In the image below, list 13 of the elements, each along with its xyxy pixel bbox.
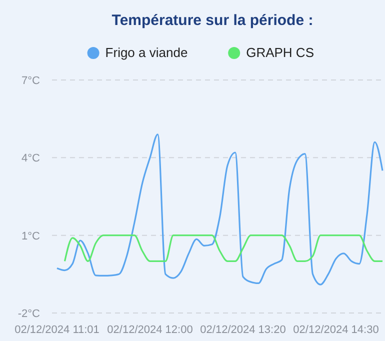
y-tick-label: -2°C: [18, 308, 40, 320]
x-tick-label: 02/12/2024 11:01: [14, 324, 100, 336]
legend-label: Frigo a viande: [105, 45, 188, 60]
legend-label: GRAPH CS: [246, 45, 314, 60]
x-tick-label: 02/12/2024 12:00: [107, 324, 193, 336]
y-tick-label: 4°C: [22, 152, 40, 165]
x-tick-label: 02/12/2024 14:30: [293, 324, 379, 336]
x-tick-label: 02/12/2024 13:20: [200, 324, 286, 336]
y-tick-label: 7°C: [22, 75, 40, 87]
line-series: [64, 234, 384, 262]
y-tick-label: 1°C: [22, 230, 40, 242]
chart-title: Température sur la période :: [112, 12, 314, 29]
line-series: [56, 134, 384, 286]
